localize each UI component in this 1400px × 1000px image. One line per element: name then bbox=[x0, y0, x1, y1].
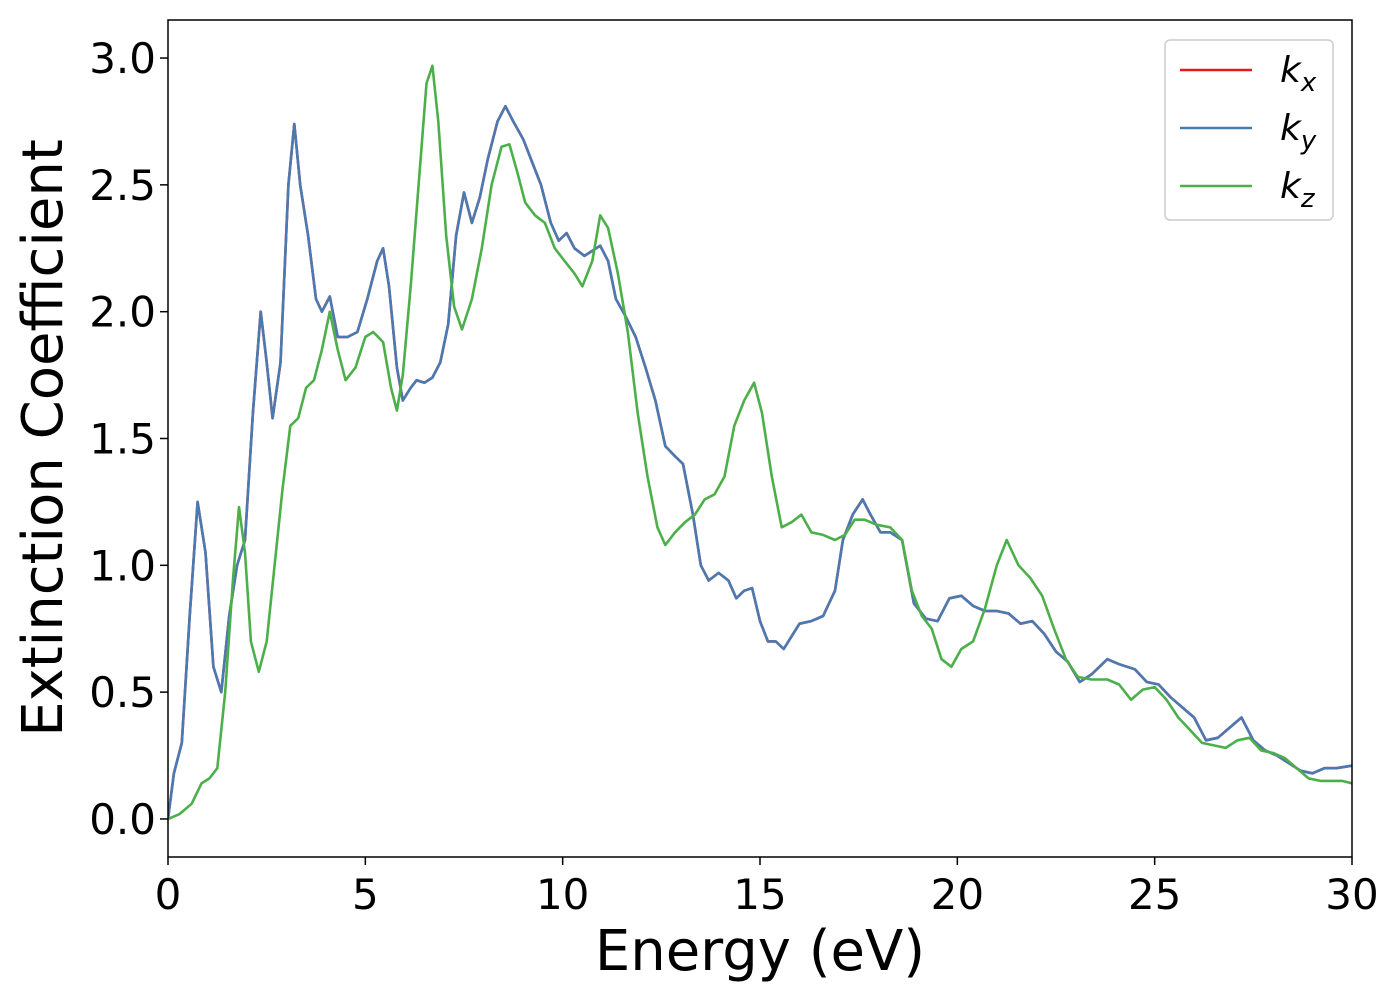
plot-background bbox=[168, 20, 1352, 857]
x-tick-label: 30 bbox=[1325, 870, 1378, 919]
y-axis-title: Extinction Coefficient bbox=[11, 139, 76, 737]
x-axis-title: Energy (eV) bbox=[595, 919, 925, 984]
y-tick-label: 0.0 bbox=[89, 795, 156, 844]
x-axis: 0 5 10 15 20 25 30 bbox=[155, 857, 1379, 919]
y-tick-label: 1.5 bbox=[89, 415, 156, 464]
series-line-z bbox=[168, 64, 1352, 821]
y-tick-label: 2.5 bbox=[89, 161, 156, 210]
x-tick-label: 10 bbox=[536, 870, 589, 919]
x-tick-label: 0 bbox=[155, 870, 182, 919]
x-tick-label: 20 bbox=[931, 870, 984, 919]
y-tick-label: 3.0 bbox=[89, 34, 156, 83]
x-tick-label: 25 bbox=[1128, 870, 1181, 919]
series-line-y bbox=[168, 104, 1352, 820]
x-tick-label: 15 bbox=[733, 870, 786, 919]
series-layer bbox=[168, 64, 1352, 821]
y-tick-label: 0.5 bbox=[89, 668, 156, 717]
y-tick-label: 1.0 bbox=[89, 541, 156, 590]
legend-box bbox=[1164, 39, 1334, 221]
y-axis: 0.0 0.5 1.0 1.5 2.0 2.5 3.0 bbox=[89, 34, 168, 844]
y-tick-label: 2.0 bbox=[89, 288, 156, 337]
x-tick-label: 5 bbox=[352, 870, 379, 919]
